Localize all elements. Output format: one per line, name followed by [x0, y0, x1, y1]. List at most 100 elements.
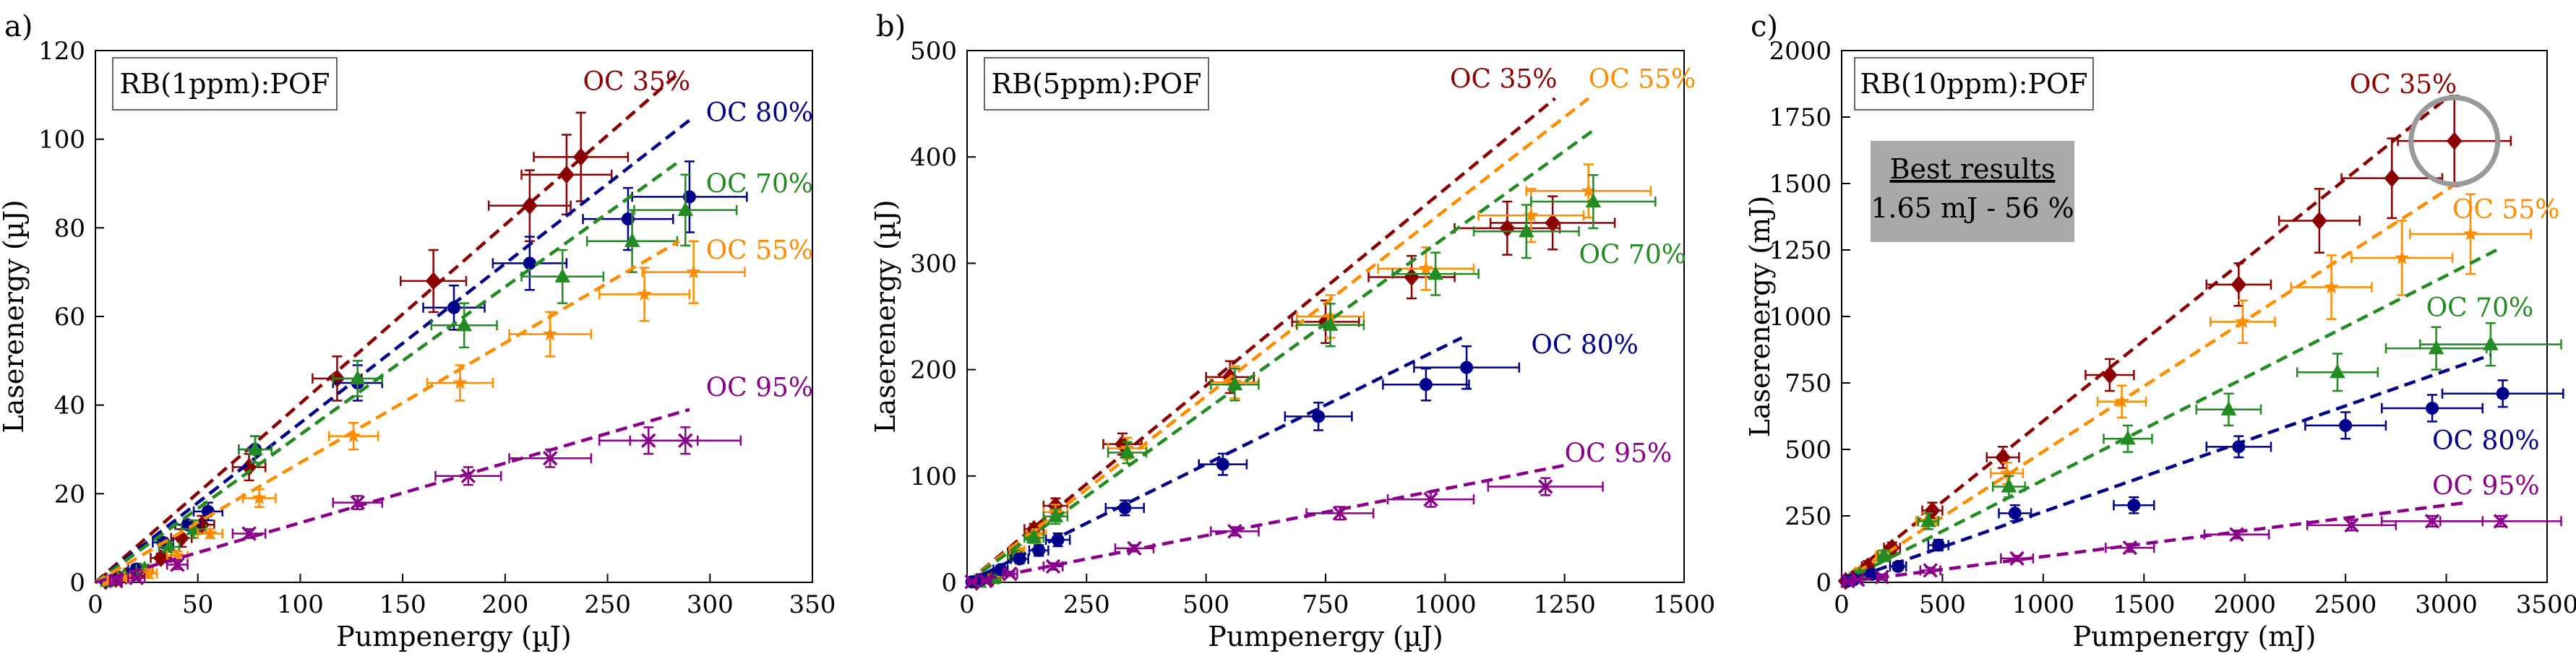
data-point: [1119, 444, 1135, 459]
fit-line: [966, 463, 1566, 585]
series-oc-80: [1841, 353, 2564, 588]
panel-letter: a): [4, 10, 33, 43]
data-point: [2220, 401, 2237, 415]
data-point: [2235, 314, 2251, 329]
legend-text: RB(5ppm):POF: [992, 68, 1202, 100]
data-point: [2001, 478, 2017, 493]
y-axis-label: Laserenergy (mJ): [1744, 196, 1776, 437]
x-tick-label: 50: [182, 590, 213, 619]
y-tick-label: 2000: [1769, 37, 1832, 66]
chart-panel-c: c) 0 500 1000 1500 2000 2500 3000 3500 0 250 500 750…: [1744, 10, 2576, 652]
data-point: [554, 268, 571, 283]
data-point: [456, 316, 472, 332]
data-point: [1045, 559, 1061, 574]
x-tick-label: 500: [1919, 590, 1966, 619]
x-tick-label: 1250: [1533, 590, 1596, 619]
series-label-oc-55: OC 55%: [706, 236, 814, 265]
fit-line: [966, 97, 1556, 584]
x-tick-label: 350: [789, 590, 836, 619]
x-tick-label: 3500: [2516, 590, 2576, 619]
series-label-oc-95: OC 95%: [706, 373, 814, 402]
data-point: [523, 256, 536, 270]
fit-line: [94, 71, 681, 584]
data-point: [2493, 514, 2509, 529]
data-point: [1227, 524, 1242, 539]
y-tick-label: 750: [1785, 369, 1832, 398]
fit-line: [94, 160, 681, 584]
x-tick-label: 1500: [2113, 590, 2176, 619]
fit-line: [94, 239, 680, 584]
data-point: [1585, 193, 1602, 208]
fit-line: [966, 336, 1463, 585]
x-tick-label: 2000: [2213, 590, 2276, 619]
y-tick-label: 20: [54, 480, 85, 509]
series-label-oc-70: OC 70%: [706, 169, 814, 199]
x-tick-label: 0: [959, 590, 975, 619]
series-label-oc-95: OC 95%: [1565, 439, 1673, 469]
legend-text: RB(10ppm):POF: [1860, 68, 2087, 100]
data-point: [2330, 363, 2345, 379]
y-tick-label: 100: [38, 126, 85, 155]
chart-panel-a: a) 0 50 100 150 200 250 300 350 0 20 40 60 80 100 120 Pu…: [0, 10, 836, 652]
data-point: [2122, 540, 2138, 556]
x-tick-label: 0: [1834, 590, 1850, 619]
series-oc-55: [94, 239, 746, 587]
x-axis-label: Pumpenergy (µJ): [336, 621, 571, 652]
data-point: [1920, 512, 1936, 527]
data-point: [116, 570, 132, 585]
x-tick-label: 250: [584, 590, 631, 619]
data-point: [2384, 169, 2400, 188]
x-tick-label: 300: [687, 590, 734, 619]
x-tick-label: 1000: [1414, 590, 1477, 619]
x-tick-label: 750: [1302, 590, 1349, 619]
series-label-oc-70: OC 70%: [1579, 240, 1687, 270]
data-point: [2324, 279, 2339, 294]
series-label-oc-95: OC 95%: [2432, 472, 2540, 501]
y-tick-label: 100: [910, 462, 957, 491]
data-point: [460, 468, 476, 484]
data-point: [173, 529, 189, 548]
data-point: [2424, 514, 2440, 529]
data-point: [1423, 491, 1438, 507]
data-point: [678, 433, 693, 448]
data-point: [241, 526, 257, 541]
x-tick-label: 500: [1182, 590, 1229, 619]
x-tick-label: 100: [277, 590, 324, 619]
data-point: [2483, 335, 2499, 350]
series-label-oc-35: OC 35%: [583, 67, 691, 97]
data-point: [1524, 207, 1539, 222]
y-tick-label: 120: [38, 37, 85, 66]
data-point: [1032, 543, 1046, 557]
y-axis-label: Laserenergy (µJ): [870, 199, 901, 433]
data-point: [2229, 527, 2244, 542]
fit-line: [966, 129, 1594, 584]
data-point: [100, 573, 116, 587]
data-point: [1850, 572, 1866, 587]
data-point: [2428, 340, 2444, 355]
data-point: [2339, 418, 2353, 432]
y-tick-label: 80: [54, 214, 85, 243]
series-label-oc-35: OC 35%: [1450, 65, 1558, 95]
series-oc-80: [965, 336, 1521, 589]
y-axis-label: Laserenergy (µJ): [0, 199, 30, 433]
fit-line: [966, 97, 1590, 584]
y-tick-label: 0: [941, 569, 957, 598]
data-point: [1047, 508, 1064, 522]
data-point: [153, 548, 169, 567]
series-label-oc-35: OC 35%: [2350, 70, 2457, 100]
data-point: [1332, 506, 1348, 521]
best-results-title: Best results: [1890, 153, 2056, 185]
best-result-highlight: [2408, 95, 2501, 187]
x-tick-label: 3000: [2415, 590, 2478, 619]
series-label-oc-80: OC 80%: [2432, 426, 2540, 456]
x-tick-label: 1500: [1653, 590, 1716, 619]
data-point: [202, 525, 218, 540]
series-oc-70: [1840, 248, 2562, 586]
data-point: [2008, 506, 2022, 520]
data-point: [2120, 430, 2136, 445]
data-point: [1322, 316, 1339, 331]
data-point: [2446, 131, 2463, 150]
data-point: [452, 375, 468, 389]
data-point: [1026, 529, 1042, 544]
data-point: [1003, 566, 1018, 582]
